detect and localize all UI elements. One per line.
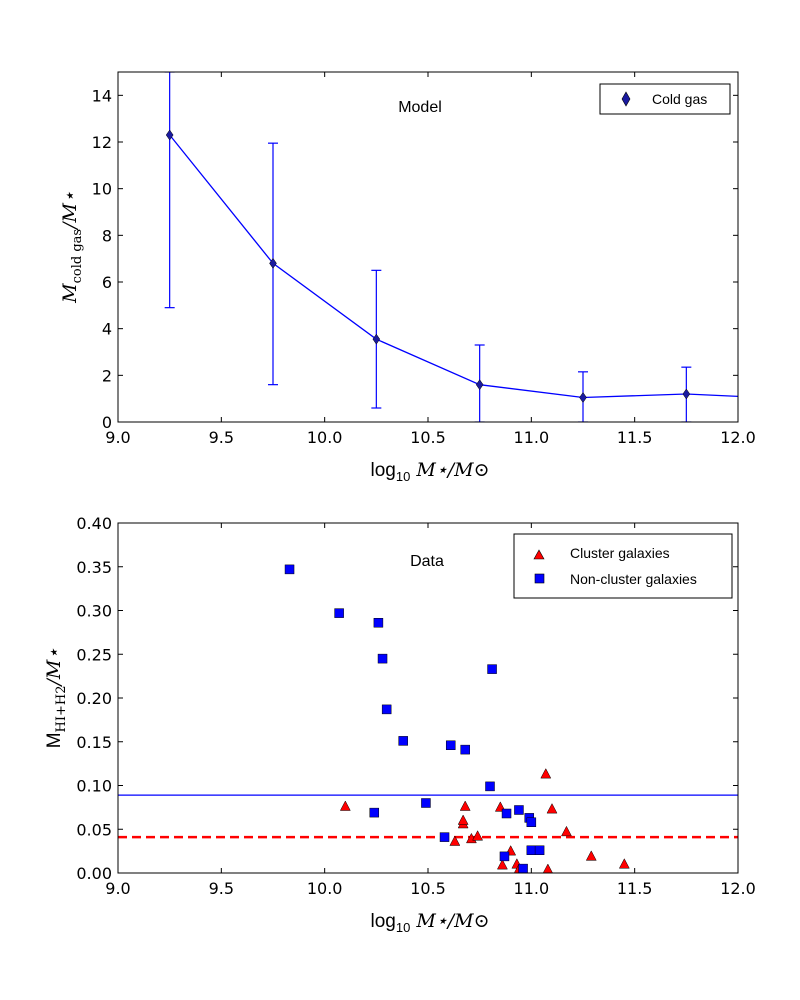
x-tick-label: 10.5	[410, 428, 446, 447]
cold-gas-point	[475, 379, 484, 391]
y-tick-label: 0	[102, 413, 112, 432]
x-tick-label: 11.5	[617, 428, 653, 447]
legend-label-cluster: Cluster galaxies	[570, 545, 670, 561]
legend-label-cold-gas: Cold gas	[652, 91, 707, 107]
y-tick-label: 0.05	[76, 820, 112, 839]
model-panel: 9.0 9.5 10.0 10.5 11.0 11.5 12.0 0 2 4 6 8 10 12 14 M…	[59, 71, 756, 484]
model-plot-frame	[117, 71, 739, 423]
non-cluster-galaxy-point	[284, 564, 295, 575]
x-tick-label: 11.5	[617, 879, 653, 898]
non-cluster-galaxy-point	[377, 653, 388, 664]
y-tick-label: 6	[102, 273, 112, 292]
data-x-axis-title: log10 M⋆/M⊙	[371, 910, 490, 935]
legend-square-marker	[534, 573, 545, 584]
non-cluster-galaxy-point	[439, 832, 450, 842]
non-cluster-galaxy-point	[514, 805, 524, 815]
non-cluster-galaxy-point	[398, 736, 408, 746]
cluster-galaxy-point	[339, 800, 351, 811]
y-tick-label: 2	[102, 366, 112, 385]
model-legend: Cold gas	[599, 83, 731, 115]
non-cluster-galaxy-point	[485, 781, 495, 792]
model-x-axis-title: log10 M⋆/M⊙	[371, 459, 490, 484]
data-panel: 9.0 9.5 10.0 10.5 11.0 11.5 12.0 0.00 0.05 0.10 0…	[43, 514, 756, 935]
cluster-galaxy-point	[449, 835, 461, 846]
non-cluster-galaxy-point	[369, 807, 380, 818]
y-tick-label: 14	[92, 86, 112, 105]
data-y-axis-title: MHI+H2/M⋆	[43, 648, 69, 749]
y-tick-label: 0.35	[76, 558, 112, 577]
cold-gas-point	[269, 257, 277, 269]
y-tick-label: 0.00	[76, 864, 112, 883]
non-cluster-galaxy-point	[526, 817, 537, 827]
data-legend-box	[513, 533, 733, 599]
legend-label-non-cluster: Non-cluster galaxies	[570, 571, 697, 587]
x-tick-label: 12.0	[720, 879, 756, 898]
x-tick-label: 9.0	[105, 879, 130, 898]
non-cluster-galaxy-point	[334, 608, 344, 618]
non-cluster-galaxy-point	[381, 704, 392, 715]
legend-triangle-marker	[533, 549, 545, 560]
cold-gas-point	[165, 129, 174, 141]
cold-gas-point	[372, 333, 381, 345]
y-tick-label: 0.15	[76, 733, 112, 752]
data-panel-label: Data	[410, 553, 444, 570]
y-tick-label: 0.40	[76, 514, 112, 533]
cold-gas-point	[579, 392, 587, 403]
cluster-galaxy-point	[496, 859, 508, 870]
x-tick-label: 11.0	[514, 428, 550, 447]
y-tick-label: 0.20	[76, 689, 112, 708]
y-tick-label: 12	[92, 133, 112, 152]
y-tick-label: 10	[92, 180, 112, 199]
x-tick-label: 10.5	[410, 879, 446, 898]
non-cluster-galaxy-point	[499, 851, 510, 862]
cluster-galaxy-point	[540, 768, 552, 779]
non-cluster-galaxy-point	[518, 863, 528, 873]
non-cluster-galaxy-point	[445, 740, 456, 750]
cluster-galaxy-point	[472, 830, 484, 841]
cluster-galaxy-point	[457, 814, 469, 825]
y-tick-label: 8	[102, 226, 112, 245]
x-tick-label: 9.5	[209, 428, 234, 447]
cluster-galaxy-point	[546, 803, 558, 814]
y-tick-label: 0.10	[76, 777, 112, 796]
non-cluster-galaxy-point	[460, 744, 470, 755]
non-cluster-galaxy-point	[421, 798, 431, 808]
y-tick-label: 4	[102, 320, 112, 339]
non-cluster-galaxy-point	[501, 808, 512, 819]
legend-diamond-marker	[621, 91, 631, 107]
non-cluster-galaxy-point	[487, 664, 497, 674]
non-cluster-galaxy-point	[526, 845, 537, 855]
y-tick-label: 0.25	[76, 645, 112, 664]
data-legend: Cluster galaxies Non-cluster galaxies	[513, 533, 733, 599]
cluster-galaxy-point	[542, 863, 553, 873]
model-y-axis-title: Mcold gas/M⋆	[59, 191, 85, 304]
y-tick-label: 0.30	[76, 602, 112, 621]
cluster-galaxy-point	[585, 850, 597, 861]
x-tick-label: 11.0	[514, 879, 550, 898]
cold-gas-point	[682, 388, 691, 400]
non-cluster-galaxy-point	[534, 845, 545, 855]
cluster-galaxy-point	[459, 800, 471, 811]
x-tick-label: 12.0	[720, 428, 756, 447]
x-tick-label: 9.0	[105, 428, 130, 447]
x-tick-label: 10.0	[307, 879, 343, 898]
x-tick-label: 10.0	[307, 428, 343, 447]
cluster-galaxy-point	[561, 825, 572, 837]
non-cluster-galaxy-point	[373, 618, 384, 628]
model-panel-label: Model	[398, 99, 442, 116]
cluster-galaxy-point	[618, 858, 630, 869]
x-tick-label: 9.5	[209, 879, 234, 898]
